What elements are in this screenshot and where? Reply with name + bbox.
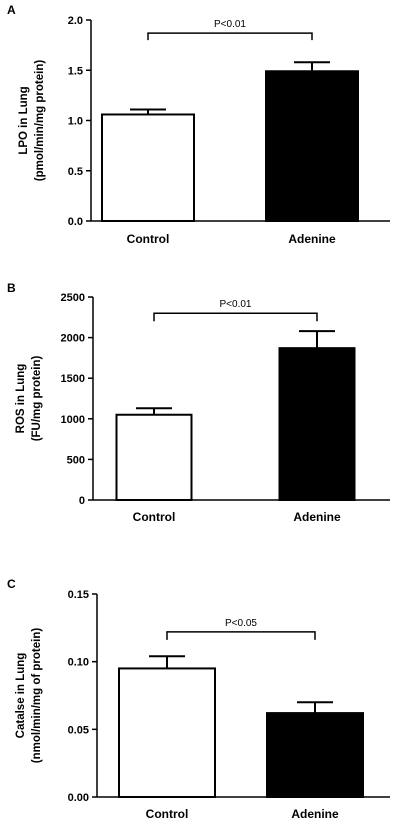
panel-a: A 0.0 0.5 1.0 1.5 2.0 Control Adenine P<0.01 LPO …: [7, 3, 390, 246]
significance-bracket: [166, 631, 316, 640]
category-label: Control: [133, 510, 176, 524]
p-value-annotation: P<0.05: [225, 618, 257, 629]
y-axis-label: ROS in Lung (FU/mg protein): [15, 356, 43, 442]
y-axis-label-line: ROS in Lung: [15, 364, 27, 434]
y-axis-label: LPO in Lung (pmol/min/mg protein): [18, 60, 46, 182]
y-tick-label: 1.5: [68, 65, 83, 77]
y-tick-label: 1.0: [68, 116, 83, 128]
panel-letter: A: [7, 3, 16, 17]
y-tick-label: 0.15: [68, 589, 89, 601]
y-tick-label: 0: [79, 495, 85, 507]
y-tick-label: 0.05: [68, 724, 89, 736]
y-tick-label: 0.0: [68, 216, 83, 228]
panel-letter: C: [7, 577, 16, 591]
y-tick-label: 0.5: [68, 166, 83, 178]
panel-letter: B: [7, 281, 16, 295]
y-axis-label-line: Catalse in Lung: [15, 653, 27, 739]
y-axis-label: Catalse in Lung (nmol/min/mg of protein): [15, 628, 43, 764]
bar-adenine: [278, 347, 356, 501]
y-tick-label: 500: [67, 454, 85, 466]
bar-adenine: [265, 70, 359, 222]
y-tick-label: 1500: [61, 373, 85, 385]
category-label: Adenine: [291, 807, 339, 821]
category-label: Adenine: [293, 510, 341, 524]
y-tick-label: 0.00: [68, 792, 89, 804]
category-label: Adenine: [288, 232, 336, 246]
y-axis-label-line: (FU/mg protein): [31, 356, 43, 442]
y-axis-label-line: (nmol/min/mg of protein): [31, 628, 43, 764]
y-tick-label: 2.0: [68, 15, 83, 27]
category-label: Control: [146, 807, 189, 821]
panel-c: C 0.00 0.05 0.10 0.15 Control Adenine P<0.05 Cat…: [7, 577, 390, 821]
bar-adenine: [266, 712, 364, 798]
bar-control: [118, 667, 216, 799]
bar-control: [115, 413, 193, 501]
y-tick-label: 2500: [61, 292, 85, 304]
significance-bracket: [147, 32, 313, 41]
panel-b: B 0 500 1000 1500 2000 2500 Control Adenine P<0.0…: [7, 281, 390, 524]
significance-bracket: [153, 312, 318, 322]
p-value-annotation: P<0.01: [220, 299, 252, 310]
p-value-annotation: P<0.01: [214, 19, 246, 30]
y-tick-label: 0.10: [68, 657, 89, 669]
y-tick-label: 1000: [61, 414, 85, 426]
y-axis-label-line: LPO in Lung: [18, 86, 30, 154]
y-tick-label: 2000: [61, 333, 85, 345]
category-label: Control: [127, 232, 170, 246]
bar-control: [101, 113, 195, 222]
y-axis-label-line: (pmol/min/mg protein): [34, 60, 46, 182]
